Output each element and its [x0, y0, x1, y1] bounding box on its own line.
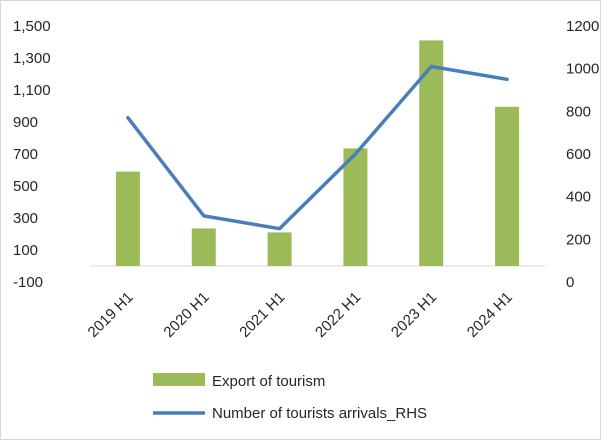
legend: Export of tourism Number of tourists arr…	[153, 373, 427, 422]
bar	[191, 228, 216, 266]
left-tick-label: 700	[13, 146, 38, 163]
left-tick-label: 900	[13, 114, 38, 131]
right-tick-label: 1000	[566, 61, 599, 78]
left-tick-label: 300	[13, 210, 38, 227]
right-tick-label: 800	[566, 103, 591, 120]
bar	[115, 171, 140, 266]
line-series-tourist-arrivals	[126, 64, 509, 231]
right-axis-ticks: 0 200 400 600 800 1000 1200	[566, 18, 599, 291]
legend-label-tourist-arrivals: Number of tourists arrivals_RHS	[212, 405, 427, 422]
x-tick-label: 2020 H1	[160, 289, 212, 341]
x-tick-label: 2023 H1	[388, 289, 440, 341]
right-tick-label: 600	[566, 146, 591, 163]
bar-series-export-of-tourism	[115, 40, 520, 267]
x-tick-label: 2022 H1	[312, 289, 364, 341]
x-tick-label: 2021 H1	[236, 289, 288, 341]
legend-label-export-of-tourism: Export of tourism	[212, 373, 325, 390]
bar	[343, 148, 368, 266]
right-tick-label: 400	[566, 189, 591, 206]
left-axis-ticks: -100 100 300 500 700 900 1,100 1,300 1,500	[13, 18, 51, 291]
left-tick-label: -100	[13, 274, 43, 291]
bar	[495, 106, 520, 266]
left-tick-label: 1,500	[13, 18, 51, 35]
left-tick-label: 100	[13, 242, 38, 259]
right-tick-label: 1200	[566, 18, 599, 35]
x-tick-label: 2024 H1	[464, 289, 516, 341]
bar	[267, 232, 292, 266]
right-tick-label: 200	[566, 231, 591, 248]
x-tick-label: 2019 H1	[85, 289, 137, 341]
left-tick-label: 1,100	[13, 82, 51, 99]
legend-swatch-export-of-tourism	[153, 373, 205, 386]
left-tick-label: 500	[13, 178, 38, 195]
right-tick-label: 0	[566, 274, 574, 291]
left-tick-label: 1,300	[13, 50, 51, 67]
x-axis-tick-labels: 2019 H1 2020 H1 2021 H1 2022 H1 2023 H1 2024 …	[85, 289, 516, 341]
